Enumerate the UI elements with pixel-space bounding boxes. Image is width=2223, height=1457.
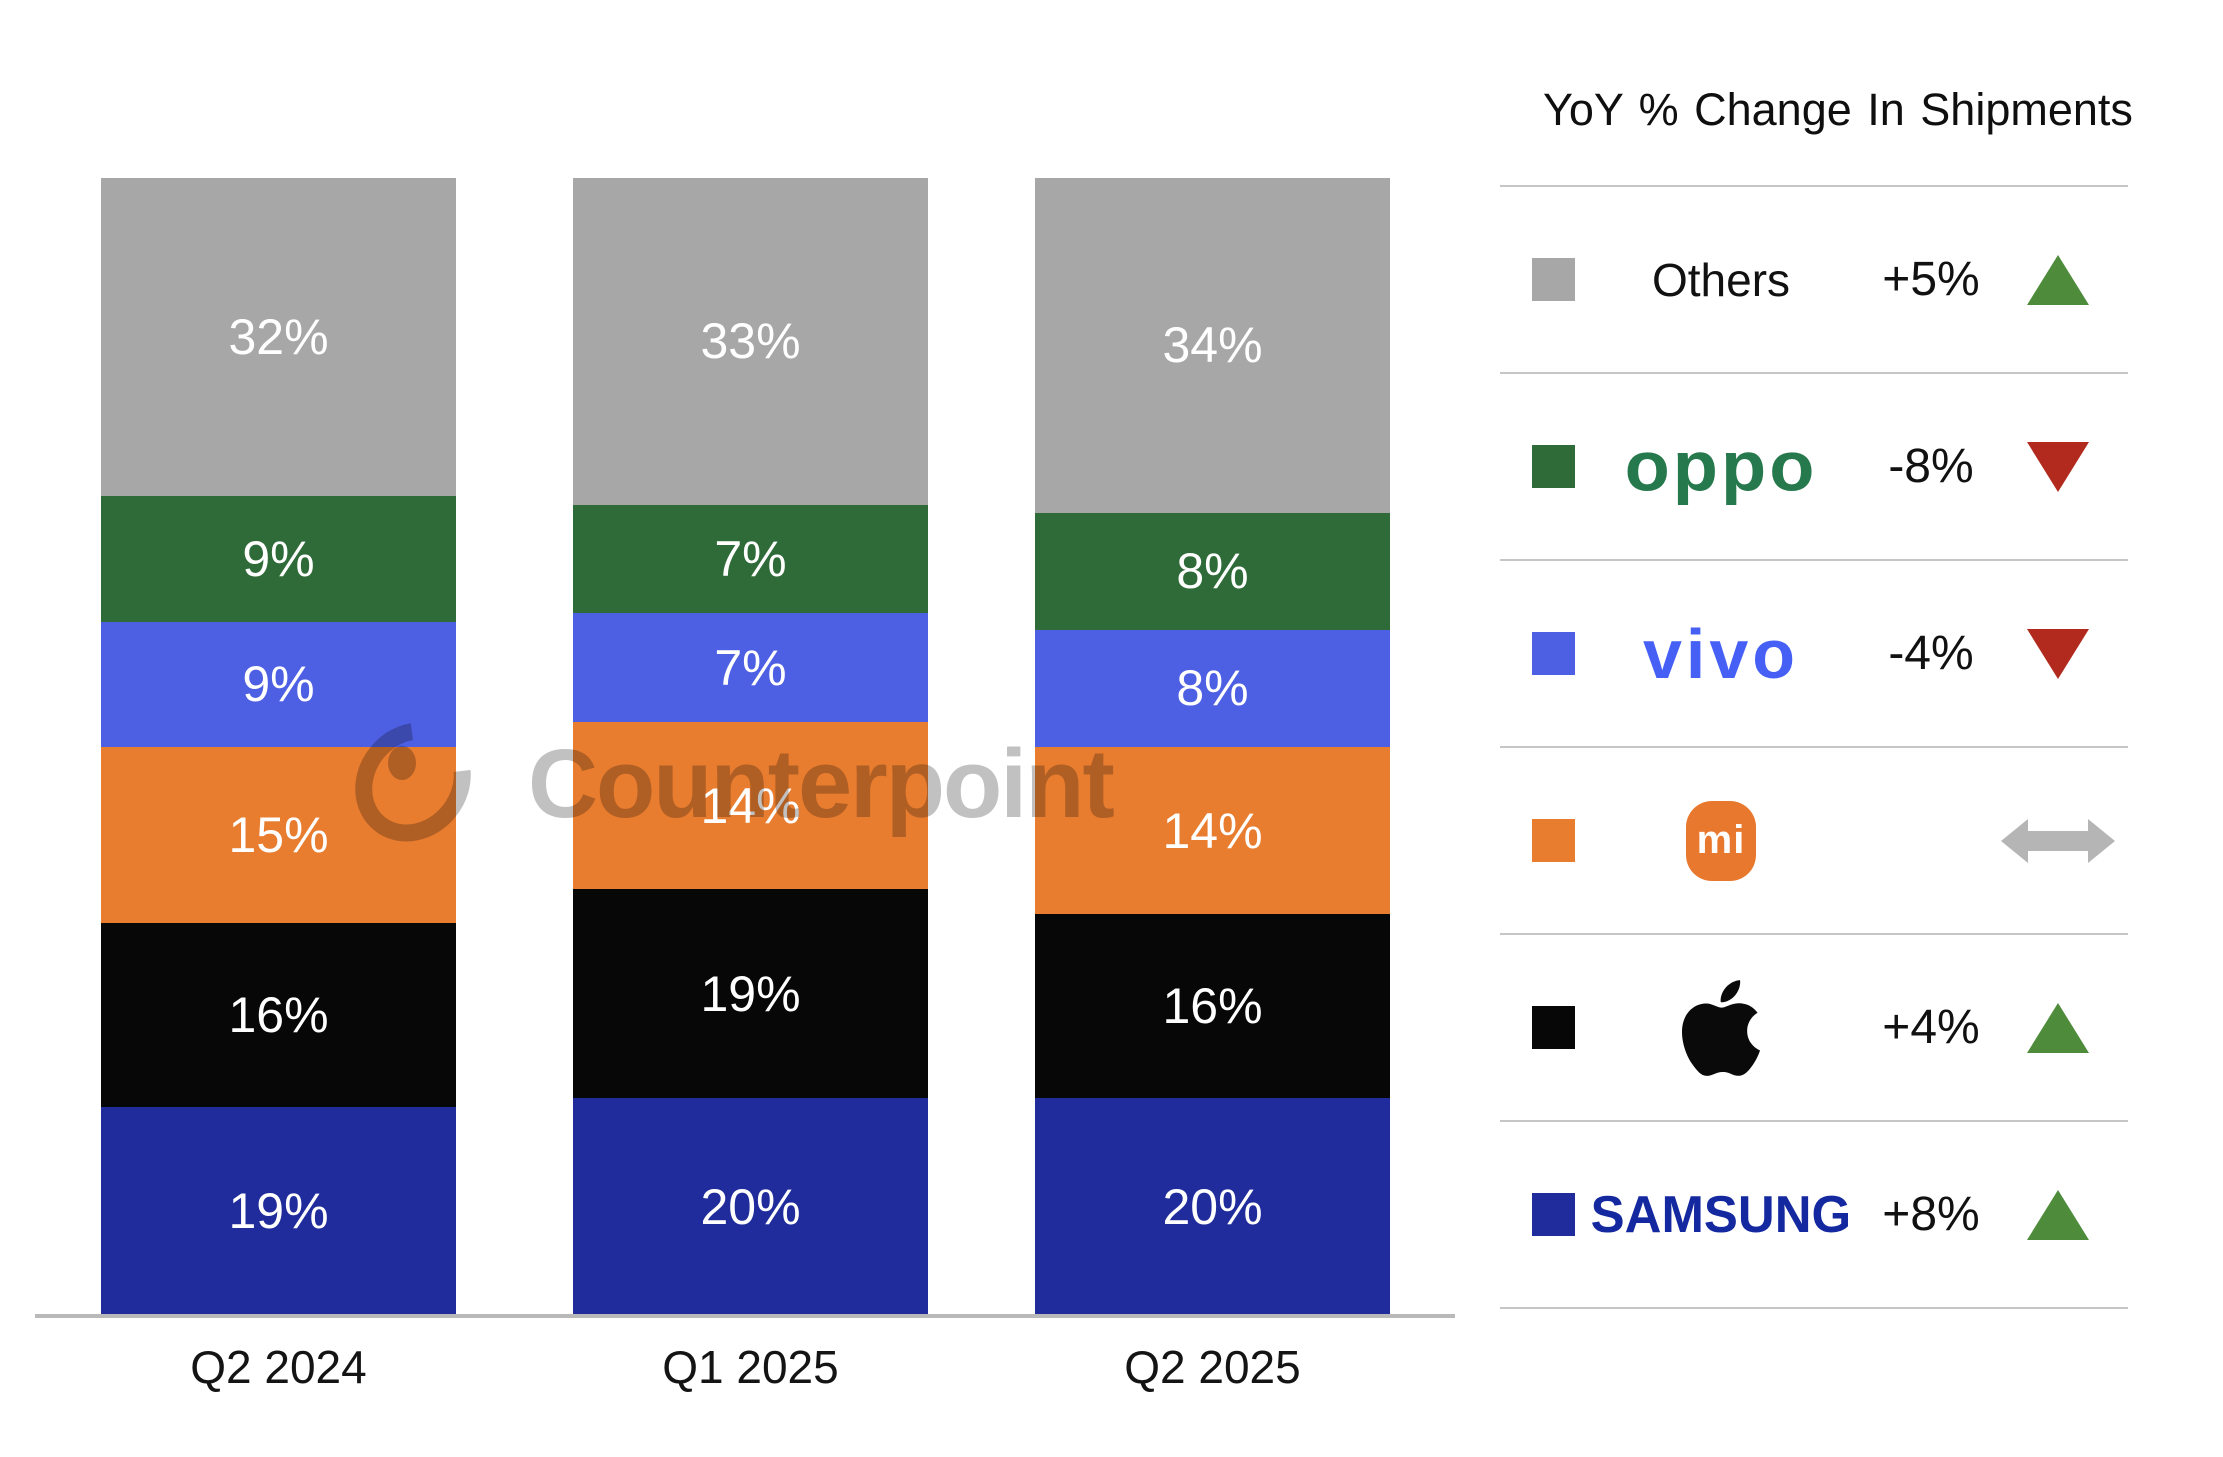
legend-row-oppo: oppo -8% [1500, 374, 2128, 561]
bar-segment-xiaomi: 14% [1035, 747, 1390, 915]
legend-row-vivo: vivo -4% [1500, 561, 2128, 748]
samsung-change-value: +8% [1882, 1188, 1980, 1241]
vivo-logo: vivo [1642, 614, 1800, 693]
bar-segment-oppo: 7% [573, 504, 928, 614]
legend-row-apple: +4% [1500, 935, 2128, 1122]
apple-change-value: +4% [1882, 1001, 1980, 1054]
segment-value-label: 32% [228, 309, 329, 366]
bar-segment-oppo: 9% [101, 496, 456, 622]
oppo-brand-cell: oppo [1575, 424, 1867, 509]
apple-brand-cell [1575, 979, 1867, 1076]
bar-segment-vivo: 7% [573, 613, 928, 722]
down-triangle-icon [2026, 441, 2089, 492]
vivo-change-value: -4% [1888, 627, 1974, 680]
segment-value-label: 7% [714, 639, 787, 696]
legend-row-others: Others +5% [1500, 187, 2128, 374]
others-brand-cell: Others [1575, 253, 1867, 307]
oppo-swatch [1532, 445, 1575, 488]
segment-value-label: 20% [1162, 1179, 1263, 1236]
others-trend-cell [1995, 254, 2120, 305]
segment-value-label: 34% [1162, 317, 1263, 374]
up-triangle-icon [2026, 254, 2089, 305]
bar-segment-apple: 16% [101, 922, 456, 1107]
samsung-swatch [1532, 1193, 1575, 1236]
bar-segment-vivo: 8% [1035, 629, 1390, 748]
segment-value-label: 16% [228, 986, 329, 1043]
samsung-trend-cell [1995, 1189, 2120, 1240]
bar-segment-xiaomi: 14% [573, 721, 928, 890]
segment-value-label: 8% [1176, 660, 1249, 717]
up-triangle-icon [2026, 1189, 2089, 1240]
vivo-swatch [1532, 632, 1575, 675]
xiaomi-brand-cell: mi [1575, 800, 1867, 881]
bar-segment-samsung: 20% [573, 1098, 928, 1316]
vivo-brand-cell: vivo [1575, 614, 1867, 694]
apple-swatch [1532, 1006, 1575, 1049]
legend-title: YoY % Change In Shipments [1543, 84, 2133, 135]
xiaomi-mi-logo: mi [1686, 800, 1756, 881]
segment-value-label: 33% [700, 313, 801, 370]
stacked-bar-q2-2025: 34% 8% 8% 14% 16% 20% [1035, 178, 1390, 1316]
x-axis-label: Q1 2025 [662, 1341, 839, 1393]
up-triangle-icon [2026, 1002, 2089, 1053]
apple-logo-icon [1682, 979, 1760, 1076]
flat-arrow-icon [2000, 818, 2115, 863]
bar-segment-apple: 19% [573, 889, 928, 1099]
segment-value-label: 9% [242, 530, 315, 587]
bar-segment-others: 33% [573, 178, 928, 505]
segment-value-label: 9% [242, 656, 315, 713]
oppo-change-value: -8% [1888, 440, 1974, 493]
bar-segment-oppo: 8% [1035, 512, 1390, 630]
others-change-value: +5% [1882, 253, 1980, 306]
bar-segment-others: 32% [101, 178, 456, 497]
oppo-trend-cell [1995, 441, 2120, 492]
bar-segment-vivo: 9% [101, 621, 456, 747]
vivo-trend-cell [1995, 628, 2120, 679]
down-triangle-icon [2026, 628, 2089, 679]
legend-row-xiaomi: mi [1500, 748, 2128, 935]
stacked-bar-q2-2024: 32% 9% 9% 15% 16% 19% [101, 178, 456, 1316]
segment-value-label: 19% [700, 965, 801, 1022]
legend-row-samsung: SAMSUNG +8% [1500, 1122, 2128, 1309]
segment-value-label: 8% [1176, 543, 1249, 600]
others-swatch [1532, 258, 1575, 301]
x-axis-label: Q2 2025 [1124, 1341, 1301, 1393]
segment-value-label: 19% [228, 1183, 329, 1240]
samsung-logo: SAMSUNG [1590, 1185, 1852, 1244]
bar-segment-xiaomi: 15% [101, 747, 456, 923]
x-axis-label: Q2 2024 [190, 1341, 367, 1393]
legend: Others +5% oppo -8% vivo -4% [1500, 185, 2128, 1309]
segment-value-label: 16% [1162, 978, 1263, 1035]
stacked-bar-plot: 32% 9% 9% 15% 16% 19% 33% 7% 7% 14% 19% 20% 34% 8% 8% 1… [101, 178, 1390, 1316]
segment-value-label: 14% [1162, 802, 1263, 859]
x-axis-line [35, 1314, 1455, 1318]
samsung-brand-cell: SAMSUNG [1575, 1185, 1867, 1245]
apple-trend-cell [1995, 1002, 2120, 1053]
bar-segment-samsung: 19% [101, 1106, 456, 1316]
stacked-bar-q1-2025: 33% 7% 7% 14% 19% 20% [573, 178, 928, 1316]
segment-value-label: 7% [714, 530, 787, 587]
others-label: Others [1651, 253, 1791, 306]
bar-segment-others: 34% [1035, 178, 1390, 513]
segment-value-label: 14% [700, 777, 801, 834]
oppo-logo: oppo [1624, 427, 1818, 506]
segment-value-label: 20% [700, 1179, 801, 1236]
xiaomi-swatch [1532, 819, 1575, 862]
bar-segment-apple: 16% [1035, 914, 1390, 1099]
segment-value-label: 15% [228, 806, 329, 863]
bar-segment-samsung: 20% [1035, 1098, 1390, 1316]
xiaomi-trend-cell [1995, 818, 2120, 863]
